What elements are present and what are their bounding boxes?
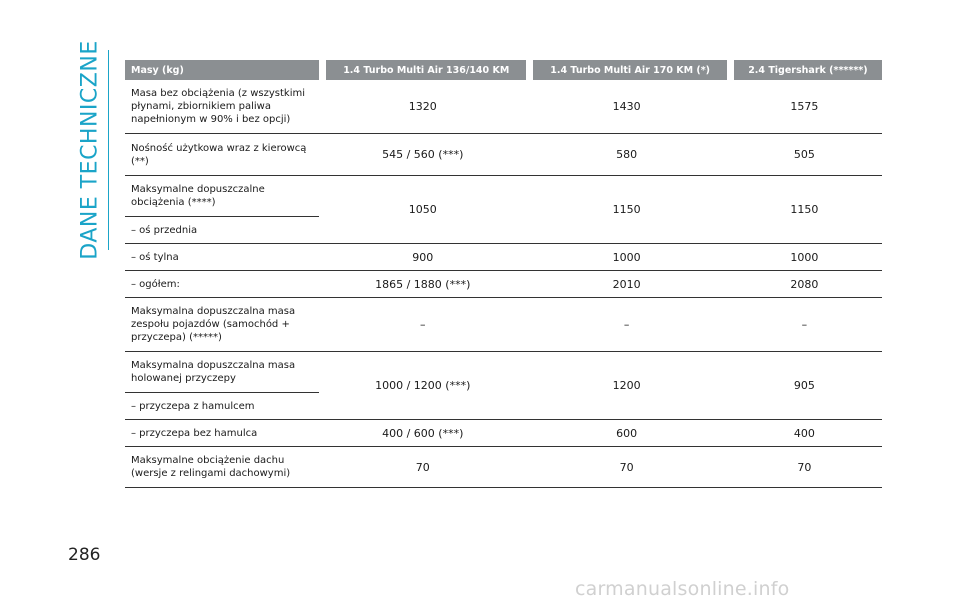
cell-value: 1200 bbox=[526, 352, 727, 420]
header-engine-2: 1.4 Turbo Multi Air 170 KM (*) bbox=[526, 60, 727, 80]
cell-value: 400 / 600 (***) bbox=[319, 420, 527, 447]
cell-value: 600 bbox=[526, 420, 727, 447]
table-row: Maksymalne obciążenie dachu (wersje z re… bbox=[125, 447, 882, 488]
row-label: Nośność użytkowa wraz z kierowcą (**) bbox=[125, 134, 319, 176]
cell-value: 1000 bbox=[726, 244, 882, 271]
header-engine-1: 1.4 Turbo Multi Air 136/140 KM bbox=[319, 60, 527, 80]
row-label: – przyczepa bez hamulca bbox=[125, 420, 319, 447]
row-label: Maksymalne obciążenie dachu (wersje z re… bbox=[125, 447, 319, 488]
page-number: 286 bbox=[68, 545, 101, 565]
table-row: Masa bez obciążenia (z wszystkimi płynam… bbox=[125, 80, 882, 134]
cell-value: 1575 bbox=[726, 80, 882, 134]
cell-value: 400 bbox=[726, 420, 882, 447]
cell-value: 900 bbox=[319, 244, 527, 271]
table-row: Maksymalna dopuszczalna masa holowanej p… bbox=[125, 352, 882, 420]
table-header-row: Masy (kg) 1.4 Turbo Multi Air 136/140 KM… bbox=[125, 60, 882, 80]
cell-value: 2080 bbox=[726, 271, 882, 298]
section-divider-line bbox=[108, 50, 109, 250]
watermark: carmanualsonline.info bbox=[575, 578, 790, 600]
cell-value: 1150 bbox=[726, 176, 882, 244]
cell-value: 1000 / 1200 (***) bbox=[319, 352, 527, 420]
row-label: Maksymalne dopuszczalne obciążenia (****… bbox=[131, 184, 265, 208]
row-sublabel: – przyczepa z hamulcem bbox=[125, 392, 319, 420]
row-label: – oś tylna bbox=[125, 244, 319, 271]
section-title: DANE TECHNICZNE bbox=[70, 40, 110, 259]
cell-value: – bbox=[319, 298, 527, 352]
table-row: Maksymalne dopuszczalne obciążenia (****… bbox=[125, 176, 882, 244]
cell-value: 1000 bbox=[526, 244, 727, 271]
mass-table: Masy (kg) 1.4 Turbo Multi Air 136/140 KM… bbox=[125, 60, 882, 488]
cell-value: 1320 bbox=[319, 80, 527, 134]
cell-value: 70 bbox=[726, 447, 882, 488]
cell-value: 580 bbox=[526, 134, 727, 176]
cell-value: – bbox=[526, 298, 727, 352]
table-row: – ogółem: 1865 / 1880 (***) 2010 2080 bbox=[125, 271, 882, 298]
row-label: Maksymalna dopuszczalna masa holowanej p… bbox=[131, 360, 296, 384]
cell-value: 70 bbox=[319, 447, 527, 488]
header-engine-3: 2.4 Tigershark (******) bbox=[726, 60, 882, 80]
cell-value: 545 / 560 (***) bbox=[319, 134, 527, 176]
row-label: Maksymalna dopuszczalna masa zespołu poj… bbox=[125, 298, 319, 352]
table-row: – przyczepa bez hamulca 400 / 600 (***) … bbox=[125, 420, 882, 447]
table-subrow: – oś przednia bbox=[125, 216, 882, 244]
cell-value: 1150 bbox=[526, 176, 727, 244]
row-label: – ogółem: bbox=[125, 271, 319, 298]
cell-value: 1865 / 1880 (***) bbox=[319, 271, 527, 298]
cell-value: 905 bbox=[726, 352, 882, 420]
header-masses: Masy (kg) bbox=[125, 60, 319, 80]
table-subrow: – przyczepa z hamulcem bbox=[125, 392, 882, 420]
cell-value: 505 bbox=[726, 134, 882, 176]
table-row: Nośność użytkowa wraz z kierowcą (**) 54… bbox=[125, 134, 882, 176]
row-sublabel: – oś przednia bbox=[125, 216, 319, 244]
cell-value: 70 bbox=[526, 447, 727, 488]
cell-value: 1430 bbox=[526, 80, 727, 134]
cell-value: 2010 bbox=[526, 271, 727, 298]
table-row: – oś tylna 900 1000 1000 bbox=[125, 244, 882, 271]
table-row: Maksymalna dopuszczalna masa zespołu poj… bbox=[125, 298, 882, 352]
row-label: Masa bez obciążenia (z wszystkimi płynam… bbox=[125, 80, 319, 134]
section-title-text: DANE TECHNICZNE bbox=[77, 40, 103, 260]
cell-value: – bbox=[726, 298, 882, 352]
cell-value: 1050 bbox=[319, 176, 527, 244]
